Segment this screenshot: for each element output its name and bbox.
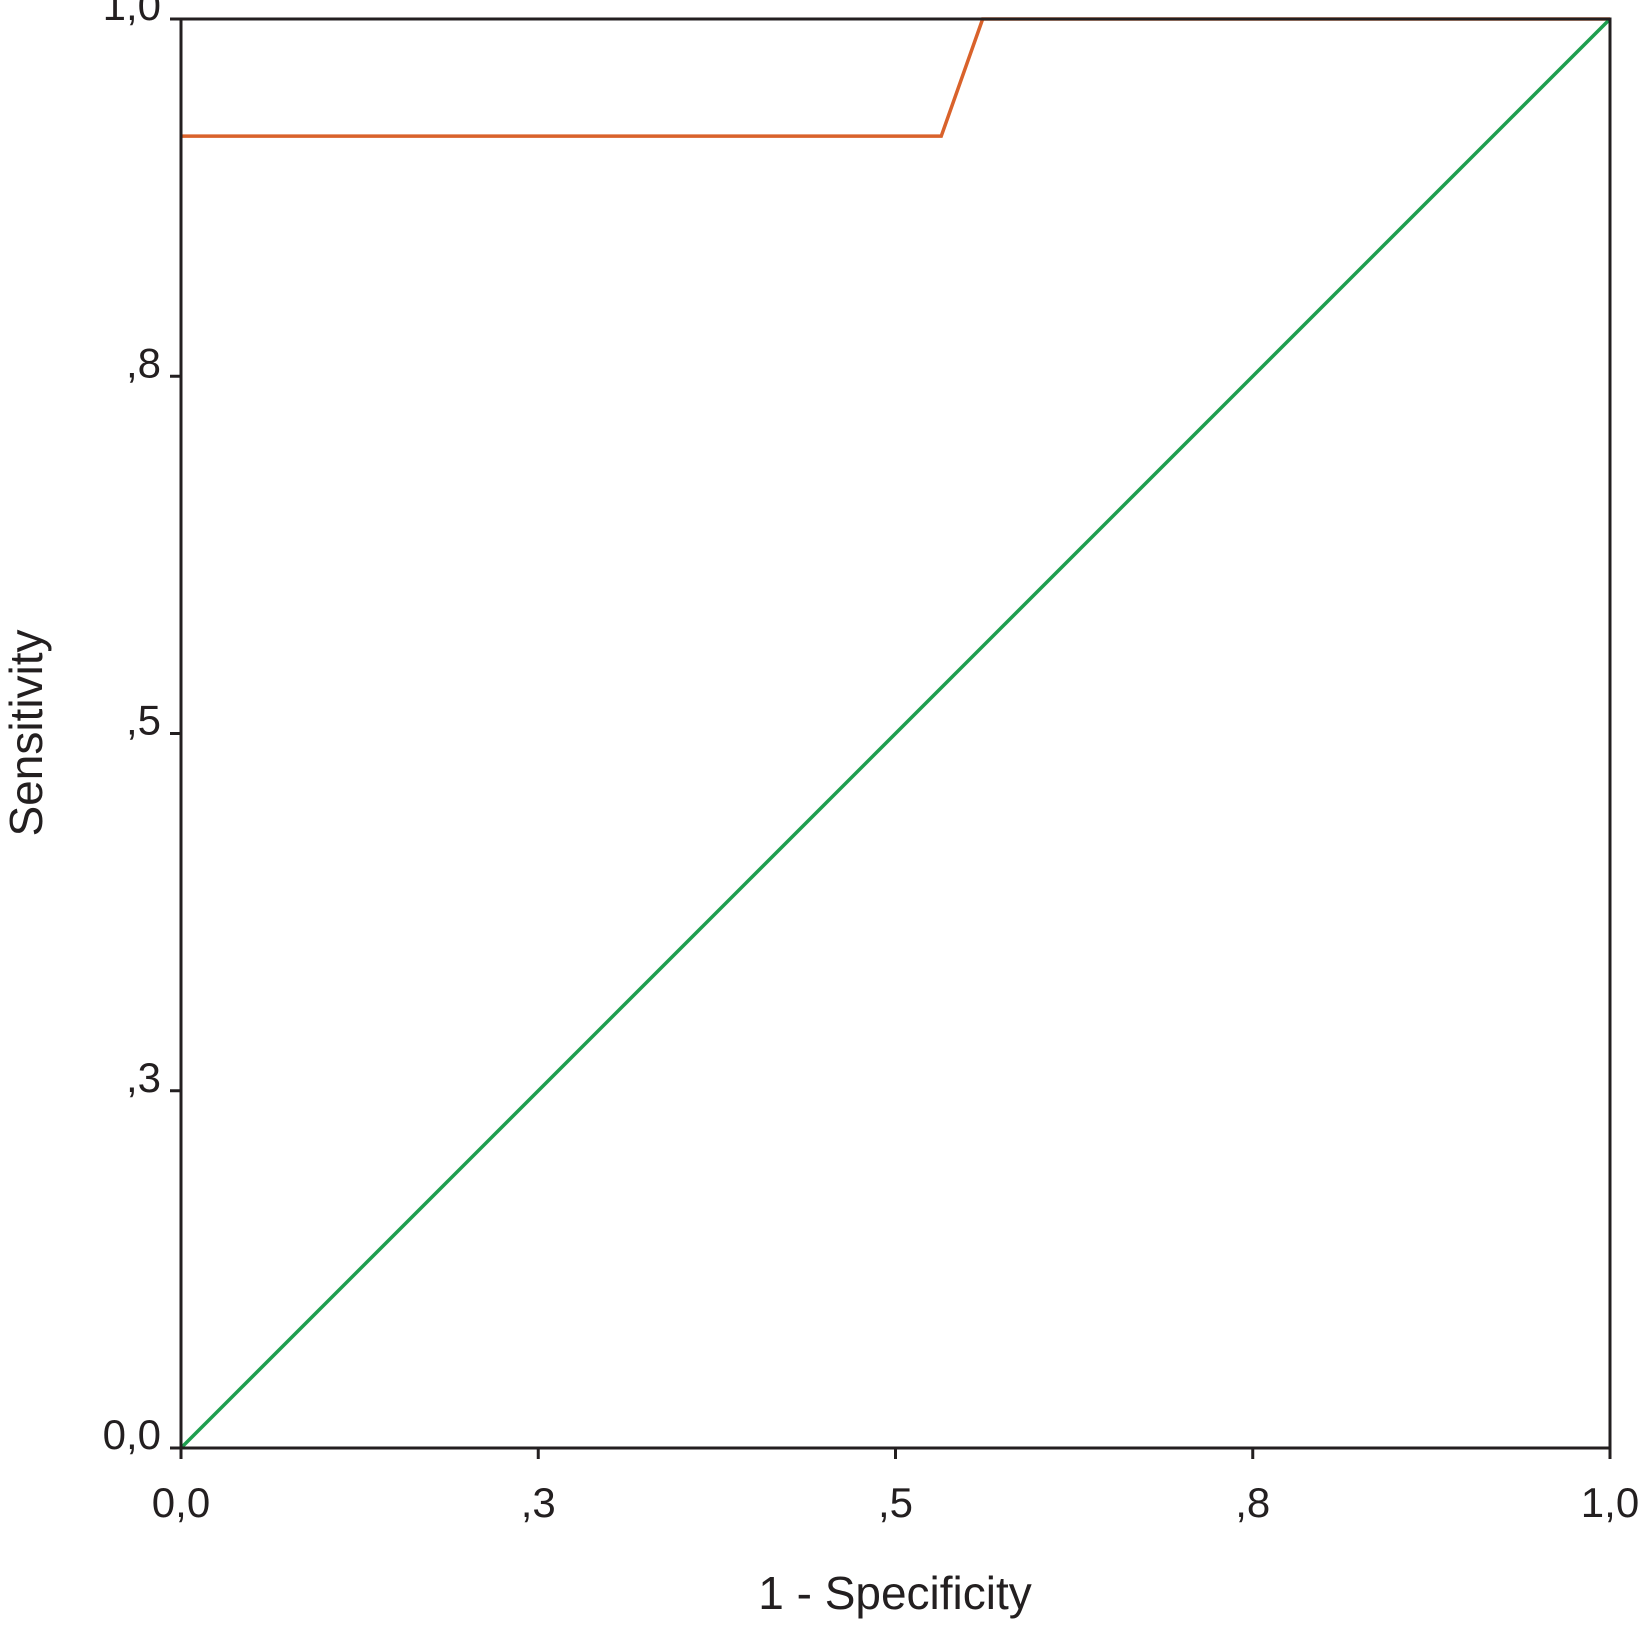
x-tick-label: 1,0 (1581, 1479, 1639, 1526)
y-tick-label: ,5 (126, 697, 161, 744)
y-tick-label: 1,0 (103, 0, 161, 29)
x-tick-label: ,8 (1235, 1479, 1270, 1526)
y-tick-label: ,3 (126, 1054, 161, 1101)
x-axis-title: 1 - Specificity (758, 1567, 1032, 1619)
roc-line (179, 17, 1612, 1450)
y-tick-label: 0,0 (103, 1411, 161, 1458)
y-axis-title: Sensitivity (0, 629, 52, 836)
y-tick-label: ,8 (126, 339, 161, 386)
x-tick-label: ,3 (521, 1479, 556, 1526)
x-tick-label: 0,0 (152, 1479, 210, 1526)
x-tick-label: ,5 (878, 1479, 913, 1526)
roc-line (181, 17, 1610, 138)
